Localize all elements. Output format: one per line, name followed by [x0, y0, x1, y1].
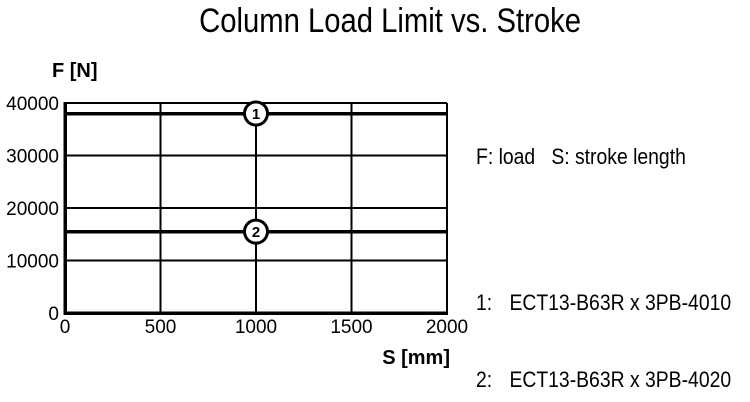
- y-tick-label: 10000: [6, 252, 59, 273]
- series-marker-circle-2: [243, 218, 269, 245]
- legend-item-1: 1: ECT13-B63R x 3PB-4010: [476, 290, 731, 315]
- legend-item-2: 2: ECT13-B63R x 3PB-4020: [476, 367, 731, 392]
- y-tick-label: 40000: [6, 94, 59, 115]
- x-axis-label: S [mm]: [382, 347, 450, 369]
- legend-item-2-index: 2:: [476, 367, 493, 392]
- y-axis-label: F [N]: [52, 60, 98, 82]
- x-tick-label: 1000: [235, 317, 277, 338]
- legend-note: F: load S: stroke length: [476, 144, 686, 169]
- legend-item-1-index: 1:: [476, 290, 493, 315]
- legend: F: load S: stroke length 1: ECT13-B63R x…: [476, 93, 731, 402]
- chart-title: Column Load Limit vs. Stroke: [15, 2, 750, 40]
- x-tick-label: 500: [145, 317, 177, 338]
- series-marker-circle-1: [243, 100, 269, 127]
- x-tick-label: 0: [60, 317, 71, 338]
- legend-item-2-label: ECT13-B63R x 3PB-4020: [509, 367, 732, 392]
- series-marker-number-2: 2: [252, 224, 260, 241]
- legend-items: 1: ECT13-B63R x 3PB-4010 2: ECT13-B63R x…: [476, 238, 731, 402]
- y-tick-label: 20000: [6, 199, 59, 220]
- y-tick-label: 30000: [6, 147, 59, 168]
- y-tick-label: 0: [48, 304, 59, 325]
- legend-item-1-label: ECT13-B63R x 3PB-4010: [509, 290, 732, 315]
- x-tick-label: 1500: [330, 317, 372, 338]
- x-tick-label: 2000: [426, 317, 468, 338]
- series-marker-number-1: 1: [252, 106, 260, 123]
- chart-title-text: Column Load Limit vs. Stroke: [199, 2, 581, 40]
